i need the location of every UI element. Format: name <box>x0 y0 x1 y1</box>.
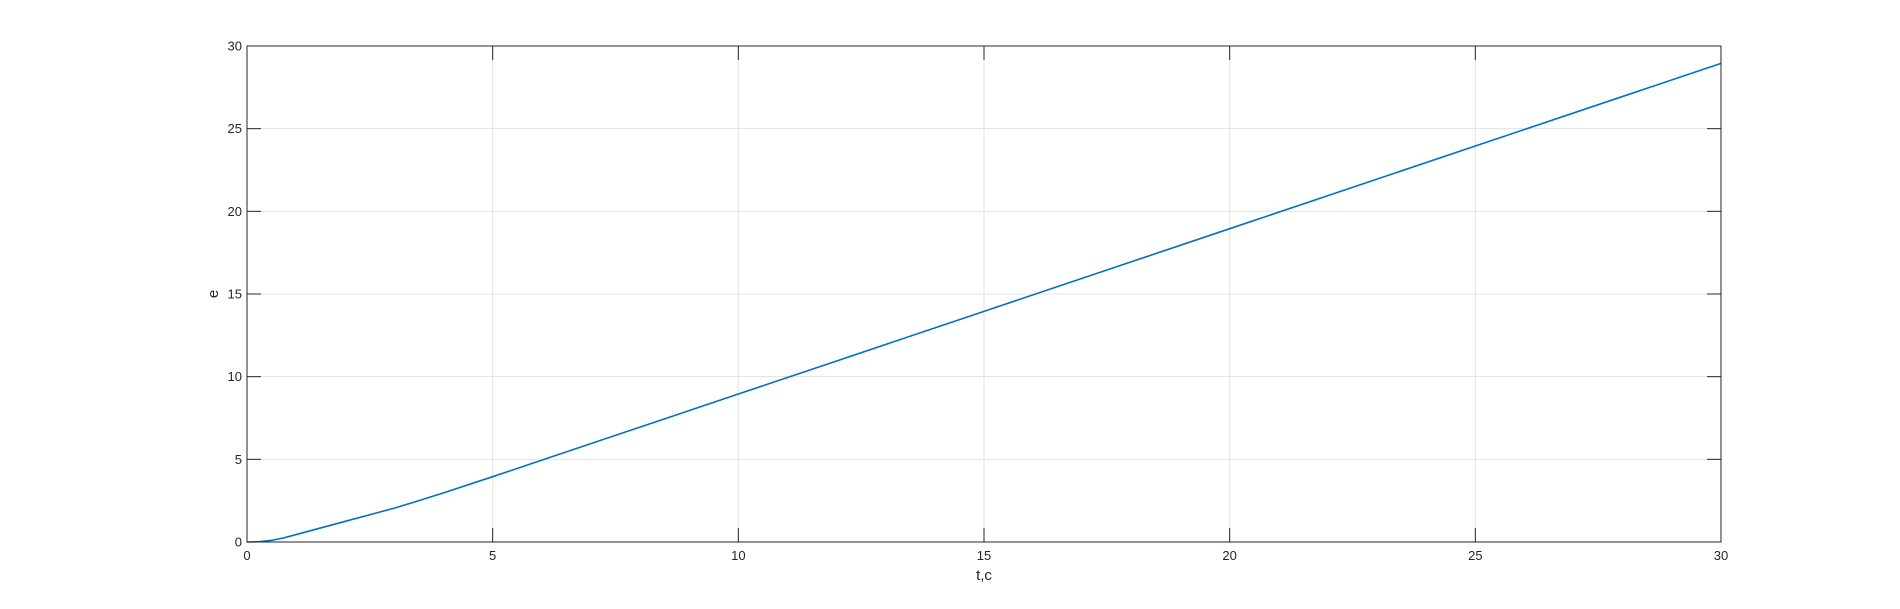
x-tick-labels: 0 5 10 15 20 25 30 <box>243 548 1728 563</box>
x-axis-label: t,c <box>976 567 992 584</box>
y-tick-label: 10 <box>228 369 242 384</box>
y-tick-labels: 0 5 10 15 20 25 30 <box>228 39 242 550</box>
x-tick-label: 5 <box>489 548 496 563</box>
axis-ticks <box>246 45 1722 543</box>
y-axis-label: e <box>205 290 222 298</box>
x-tick-label: 30 <box>1714 548 1728 563</box>
x-tick-label: 25 <box>1468 548 1482 563</box>
plot-series <box>246 62 1722 543</box>
x-tick-label: 10 <box>731 548 745 563</box>
y-tick-label: 15 <box>228 287 242 302</box>
y-tick-label: 20 <box>228 204 242 219</box>
y-tick-label: 5 <box>235 452 242 467</box>
x-tick-label: 20 <box>1222 548 1236 563</box>
series-line <box>246 62 1722 543</box>
y-tick-label: 30 <box>228 39 242 54</box>
x-tick-label: 0 <box>243 548 250 563</box>
y-tick-label: 25 <box>228 121 242 136</box>
y-tick-label: 0 <box>235 535 242 550</box>
x-tick-label: 15 <box>977 548 991 563</box>
